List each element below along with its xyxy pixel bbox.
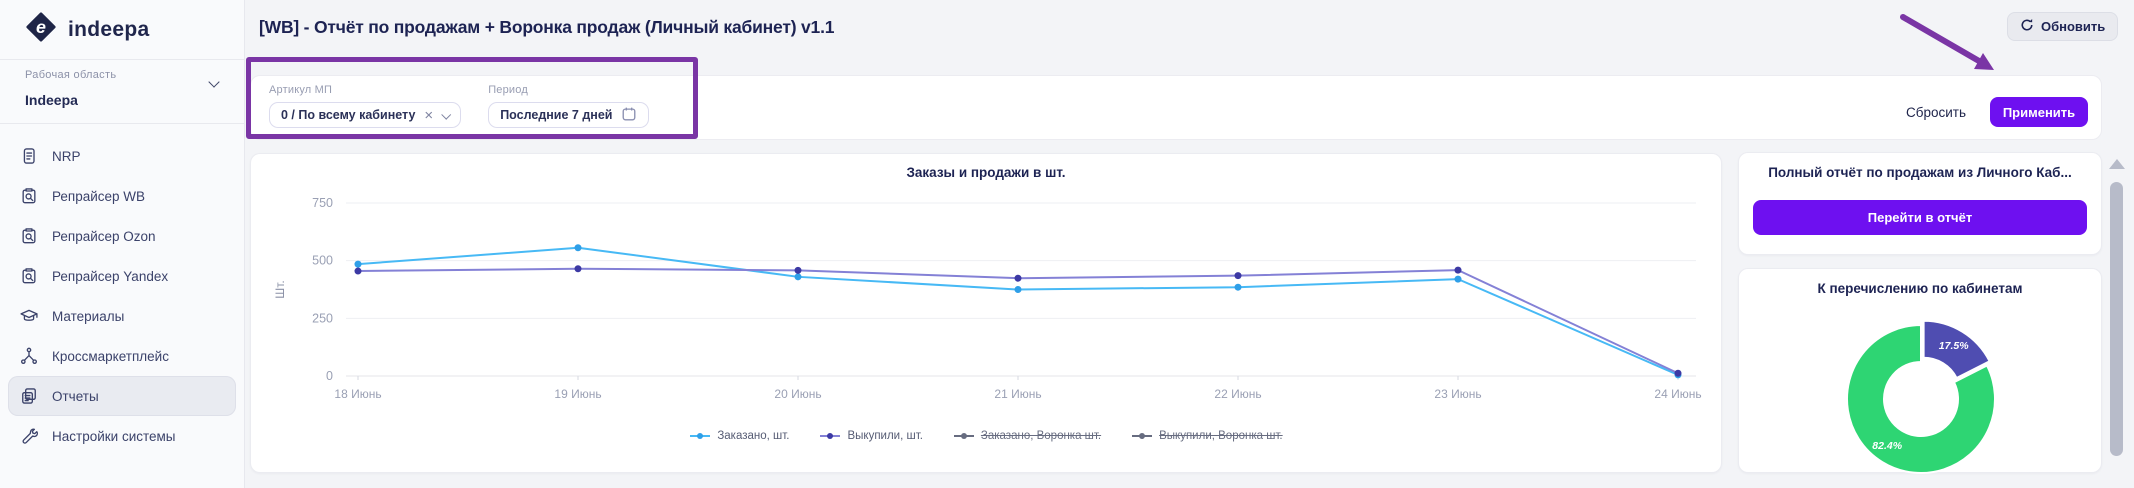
sidebar-item-repricer-wb[interactable]: Репрайсер WB	[8, 176, 236, 216]
svg-text:20 Июнь: 20 Июнь	[774, 387, 821, 401]
svg-text:19 Июнь: 19 Июнь	[554, 387, 601, 401]
svg-text:18 Июнь: 18 Июнь	[334, 387, 381, 401]
sidebar-item-crossmarketplace[interactable]: Кроссмаркетплейс	[8, 336, 236, 376]
sidebar-item-label: Кроссмаркетплейс	[52, 348, 169, 364]
refresh-button[interactable]: Обновить	[2007, 12, 2119, 41]
filter-actions: Сбросить Применить	[1906, 97, 2088, 127]
clear-icon[interactable]: ×	[424, 106, 434, 124]
sidebar-item-repricer-ozon[interactable]: Репрайсер Ozon	[8, 216, 236, 256]
refresh-icon	[2020, 18, 2034, 35]
sidebar-item-label: Репрайсер Yandex	[52, 268, 169, 284]
svg-text:21 Июнь: 21 Июнь	[994, 387, 1041, 401]
sidebar-item-label: Репрайсер WB	[52, 188, 146, 204]
legend-marker-icon	[820, 433, 841, 439]
sidebar-item-system-settings[interactable]: Настройки системы	[8, 416, 236, 456]
payout-donut-chart: 17.5% 82.4%	[1846, 319, 1996, 474]
svg-text:500: 500	[312, 254, 333, 268]
calendar-icon	[621, 106, 637, 125]
sidebar-item-materials[interactable]: Материалы	[8, 296, 236, 336]
legend-item[interactable]: Выкупили, шт.	[819, 430, 923, 442]
filter-bar: Артикул МП 0 / По всему кабинету × Перио…	[250, 75, 2102, 140]
repricer-icon	[22, 268, 36, 284]
donut-card-title: К перечислению по кабинетам	[1817, 281, 2023, 296]
document-icon	[23, 148, 35, 164]
payout-by-cabinet-card: К перечислению по кабинетам 17.5% 82.4%	[1738, 268, 2102, 474]
page-title: [WB] - Отчёт по продажам + Воронка прода…	[259, 17, 835, 37]
chart-legend: Заказано, шт. Выкупили, шт. Заказано, Воро…	[251, 430, 1721, 442]
orders-sales-chart-card: Заказы и продажи в шт. 0 250 500 750 Шт. 18 И…	[250, 153, 1722, 473]
article-label: Артикул МП	[269, 84, 333, 96]
report-card-title: Полный отчёт по продажам из Личного Каб.…	[1768, 165, 2072, 180]
goto-report-button[interactable]: Перейти в отчёт	[1753, 200, 2087, 235]
legend-marker-icon	[953, 433, 974, 439]
article-field: Артикул МП 0 / По всему кабинету ×	[269, 84, 462, 139]
sidebar-item-label: Настройки системы	[52, 428, 176, 444]
reports-icon	[22, 388, 36, 404]
reset-button[interactable]: Сбросить	[1905, 104, 1966, 120]
period-input[interactable]: Последние 7 дней	[488, 102, 650, 128]
sidebar: e indeepa Рабочая область Indeepa NRP Реп…	[0, 0, 245, 488]
network-icon	[20, 347, 37, 364]
legend-marker-icon	[690, 433, 711, 439]
logo[interactable]: e indeepa	[0, 0, 244, 60]
logo-text: indeepa	[68, 17, 150, 41]
svg-text:24 Июнь: 24 Июнь	[1654, 387, 1701, 401]
svg-text:17.5%: 17.5%	[1939, 340, 1969, 352]
legend-item[interactable]: Заказано, шт.	[689, 430, 789, 442]
chart-title: Заказы и продажи в шт.	[906, 165, 1066, 180]
legend-item[interactable]: Заказано, Воронка шт.	[953, 430, 1101, 442]
svg-text:22 Июнь: 22 Июнь	[1214, 387, 1261, 401]
workspace-label: Рабочая область	[25, 69, 117, 81]
legend-marker-icon	[1132, 433, 1153, 439]
article-select[interactable]: 0 / По всему кабинету ×	[269, 102, 462, 128]
sidebar-item-label: Материалы	[52, 308, 125, 324]
indeepa-logo-icon: e	[25, 11, 57, 48]
sidebar-item-repricer-yandex[interactable]: Репрайсер Yandex	[8, 256, 236, 296]
repricer-icon	[22, 228, 36, 244]
scrollbar-up-arrow[interactable]	[2109, 159, 2125, 169]
scrollbar-thumb[interactable]	[2110, 182, 2123, 456]
sidebar-item-nrp[interactable]: NRP	[8, 136, 236, 176]
svg-text:Шт.: Шт.	[273, 280, 287, 299]
workspace-name: Indeepa	[25, 92, 78, 108]
svg-text:250: 250	[312, 311, 333, 325]
sidebar-item-reports[interactable]: Отчеты	[8, 376, 236, 416]
tools-icon	[22, 428, 38, 444]
repricer-icon	[22, 188, 36, 204]
period-field: Период Последние 7 дней	[488, 84, 650, 139]
legend-item[interactable]: Выкупили, Воронка шт.	[1131, 430, 1283, 442]
report-card: Полный отчёт по продажам из Личного Каб.…	[1738, 152, 2102, 255]
svg-text:82.4%: 82.4%	[1872, 440, 1902, 452]
svg-text:0: 0	[326, 369, 333, 383]
workspace-selector[interactable]: Рабочая область Indeepa	[0, 60, 244, 124]
apply-button[interactable]: Применить	[1990, 97, 2088, 127]
sidebar-item-label: Отчеты	[52, 388, 99, 404]
sidebar-item-label: Репрайсер Ozon	[52, 228, 156, 244]
sidebar-item-label: NRP	[52, 148, 81, 164]
orders-sales-line-chart: 0 250 500 750 Шт. 18 Июнь 19 Июнь 20 Июнь 21 Июн…	[273, 196, 1702, 401]
svg-text:23 Июнь: 23 Июнь	[1434, 387, 1481, 401]
svg-text:e: e	[36, 17, 46, 37]
graduation-cap-icon	[20, 309, 38, 321]
period-label: Период	[488, 84, 528, 96]
chevron-down-icon	[441, 109, 452, 120]
sidebar-nav: NRP Репрайсер WB Репрайсер Ozon Репрайсер Y…	[0, 124, 244, 456]
svg-text:750: 750	[312, 196, 333, 210]
